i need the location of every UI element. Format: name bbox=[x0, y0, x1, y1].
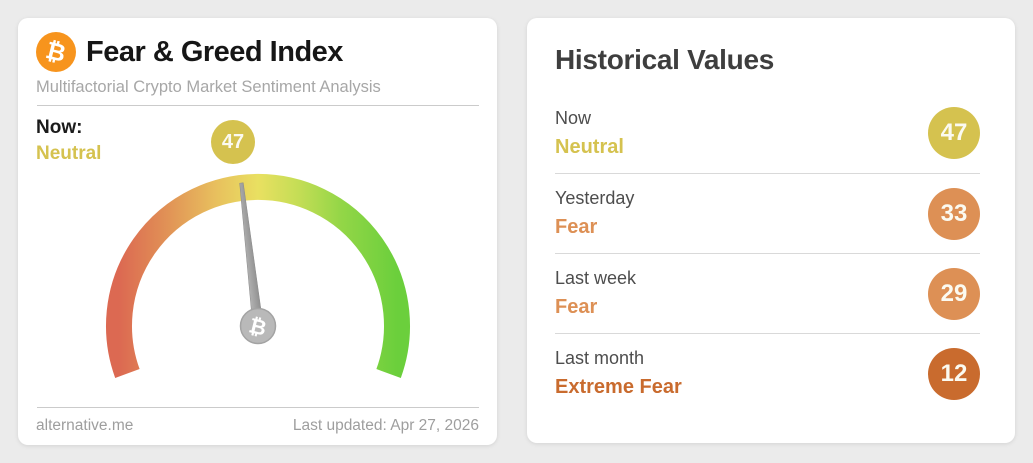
now-block: Now: Neutral bbox=[36, 116, 101, 167]
card-footer: alternative.me Last updated: Apr 27, 202… bbox=[36, 417, 479, 435]
history-row-label: Now bbox=[555, 107, 592, 128]
history-row-badge: 33 bbox=[928, 187, 980, 240]
bitcoin-glyph: ₿ bbox=[43, 36, 69, 68]
historical-values-title: Historical Values bbox=[555, 44, 775, 75]
history-row-text: Now Neutral bbox=[555, 108, 624, 159]
gauge-section: Now: Neutral 47 ₿ bbox=[36, 106, 479, 407]
history-row-badge: 12 bbox=[928, 347, 980, 400]
history-row-classification: Fear bbox=[555, 296, 598, 318]
gauge-needle bbox=[238, 182, 263, 327]
last-updated-text: Last updated: Apr 27, 2026 bbox=[292, 417, 479, 434]
footer-divider bbox=[37, 407, 479, 408]
history-row-badge: 29 bbox=[928, 267, 980, 320]
history-row-classification: Extreme Fear bbox=[555, 376, 682, 398]
history-row-label: Yesterday bbox=[555, 188, 635, 208]
gauge-arc bbox=[105, 173, 410, 378]
history-row-classification: Fear bbox=[555, 216, 598, 238]
history-row-badge: 47 bbox=[928, 107, 980, 159]
history-row-label: Last month bbox=[555, 348, 645, 368]
card-subtitle: Multifactorial Crypto Market Sentiment A… bbox=[36, 78, 381, 96]
page-title: Fear & Greed Index bbox=[86, 35, 343, 68]
history-row-text: Last month Extreme Fear bbox=[555, 348, 682, 399]
gauge-pivot bbox=[239, 307, 276, 345]
history-row-text: Yesterday Fear bbox=[555, 188, 634, 239]
bitcoin-icon: ₿ bbox=[36, 32, 76, 72]
source-link[interactable]: alternative.me bbox=[36, 417, 134, 434]
gauge-chart: ₿ bbox=[105, 173, 410, 378]
now-label: Now: bbox=[36, 117, 83, 138]
history-row-label: Last week bbox=[555, 268, 637, 288]
history-row-classification: Neutral bbox=[555, 135, 624, 158]
history-row-yesterday: Yesterday Fear 33 bbox=[555, 173, 980, 253]
history-row-last-month: Last month Extreme Fear 12 bbox=[555, 333, 980, 413]
card-header: ₿ Fear & Greed Index bbox=[36, 31, 479, 73]
now-classification: Neutral bbox=[36, 142, 102, 164]
gauge-value-badge: 47 bbox=[211, 120, 255, 164]
pivot-bitcoin-glyph: ₿ bbox=[246, 313, 268, 340]
historical-values-card: Historical Values Now Neutral 47 Yesterd… bbox=[527, 18, 1015, 443]
header-divider bbox=[37, 105, 479, 106]
fear-greed-card: ₿ Fear & Greed Index Multifactorial Cryp… bbox=[18, 18, 497, 445]
history-row-text: Last week Fear bbox=[555, 268, 636, 319]
history-row-last-week: Last week Fear 29 bbox=[555, 253, 980, 333]
history-row-now: Now Neutral 47 bbox=[555, 93, 980, 173]
history-rows: Now Neutral 47 Yesterday Fear 33 Last we… bbox=[555, 93, 980, 413]
